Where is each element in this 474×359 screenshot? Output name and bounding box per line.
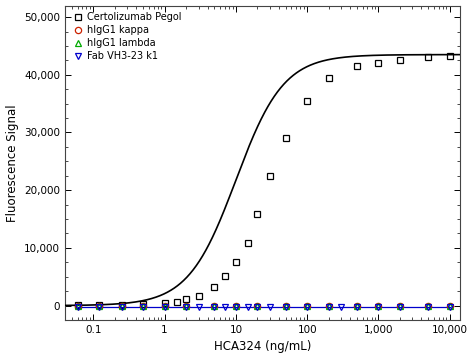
- hIgG1 kappa: [447, 304, 453, 308]
- hIgG1 lambda: [397, 304, 403, 308]
- hIgG1 lambda: [233, 304, 239, 308]
- Certolizumab Pegol: [375, 61, 381, 65]
- Fab VH3-23 k1: [425, 305, 431, 309]
- Certolizumab Pegol: [183, 297, 189, 302]
- Certolizumab Pegol: [283, 136, 289, 140]
- hIgG1 lambda: [162, 304, 167, 308]
- Fab VH3-23 k1: [246, 305, 251, 309]
- Fab VH3-23 k1: [119, 305, 125, 309]
- Y-axis label: Fluorescence Signal: Fluorescence Signal: [6, 104, 18, 222]
- hIgG1 kappa: [326, 304, 331, 308]
- Certolizumab Pegol: [354, 64, 360, 68]
- hIgG1 kappa: [96, 304, 102, 308]
- Fab VH3-23 k1: [267, 305, 273, 309]
- Line: hIgG1 kappa: hIgG1 kappa: [74, 303, 453, 309]
- hIgG1 lambda: [283, 304, 289, 308]
- Certolizumab Pegol: [119, 303, 125, 307]
- hIgG1 kappa: [119, 304, 125, 308]
- hIgG1 kappa: [283, 304, 289, 308]
- hIgG1 lambda: [96, 304, 102, 308]
- Certolizumab Pegol: [267, 174, 273, 178]
- Certolizumab Pegol: [255, 212, 260, 216]
- Fab VH3-23 k1: [338, 305, 344, 309]
- hIgG1 lambda: [255, 304, 260, 308]
- hIgG1 kappa: [304, 304, 310, 308]
- hIgG1 lambda: [354, 304, 360, 308]
- Fab VH3-23 k1: [196, 305, 201, 309]
- Legend: Certolizumab Pegol, hIgG1 kappa, hIgG1 lambda, Fab VH3-23 k1: Certolizumab Pegol, hIgG1 kappa, hIgG1 l…: [70, 10, 184, 63]
- Certolizumab Pegol: [140, 302, 146, 307]
- Fab VH3-23 k1: [397, 305, 403, 309]
- Line: Fab VH3-23 k1: Fab VH3-23 k1: [74, 304, 453, 311]
- hIgG1 lambda: [183, 304, 189, 308]
- Fab VH3-23 k1: [183, 305, 189, 309]
- Line: hIgG1 lambda: hIgG1 lambda: [74, 303, 453, 309]
- hIgG1 kappa: [75, 304, 81, 308]
- Certolizumab Pegol: [211, 285, 217, 289]
- Certolizumab Pegol: [233, 260, 239, 265]
- hIgG1 kappa: [162, 304, 167, 308]
- hIgG1 lambda: [326, 304, 331, 308]
- hIgG1 lambda: [140, 304, 146, 308]
- Fab VH3-23 k1: [211, 305, 217, 309]
- hIgG1 lambda: [75, 304, 81, 308]
- hIgG1 kappa: [233, 304, 239, 308]
- Certolizumab Pegol: [326, 75, 331, 80]
- Fab VH3-23 k1: [222, 305, 228, 309]
- Certolizumab Pegol: [96, 303, 102, 307]
- Fab VH3-23 k1: [304, 305, 310, 309]
- hIgG1 lambda: [304, 304, 310, 308]
- hIgG1 kappa: [211, 304, 217, 308]
- Certolizumab Pegol: [75, 303, 81, 307]
- Certolizumab Pegol: [174, 299, 180, 304]
- Certolizumab Pegol: [222, 274, 228, 278]
- Fab VH3-23 k1: [233, 305, 239, 309]
- Fab VH3-23 k1: [447, 305, 453, 309]
- Fab VH3-23 k1: [140, 305, 146, 309]
- hIgG1 kappa: [425, 304, 431, 308]
- Certolizumab Pegol: [425, 55, 431, 60]
- Certolizumab Pegol: [246, 241, 251, 246]
- hIgG1 lambda: [425, 304, 431, 308]
- hIgG1 lambda: [447, 304, 453, 308]
- Certolizumab Pegol: [304, 99, 310, 103]
- Fab VH3-23 k1: [283, 305, 289, 309]
- X-axis label: HCA324 (ng/mL): HCA324 (ng/mL): [214, 340, 311, 354]
- Fab VH3-23 k1: [162, 305, 167, 309]
- Certolizumab Pegol: [447, 53, 453, 58]
- hIgG1 kappa: [140, 304, 146, 308]
- hIgG1 kappa: [183, 304, 189, 308]
- Certolizumab Pegol: [162, 301, 167, 306]
- hIgG1 kappa: [397, 304, 403, 308]
- Certolizumab Pegol: [196, 294, 201, 298]
- hIgG1 kappa: [375, 304, 381, 308]
- Fab VH3-23 k1: [354, 305, 360, 309]
- Line: Certolizumab Pegol: Certolizumab Pegol: [74, 53, 453, 308]
- Fab VH3-23 k1: [75, 305, 81, 309]
- hIgG1 kappa: [354, 304, 360, 308]
- hIgG1 lambda: [211, 304, 217, 308]
- hIgG1 lambda: [375, 304, 381, 308]
- Certolizumab Pegol: [397, 58, 403, 62]
- Fab VH3-23 k1: [375, 305, 381, 309]
- Fab VH3-23 k1: [255, 305, 260, 309]
- hIgG1 lambda: [119, 304, 125, 308]
- hIgG1 kappa: [255, 304, 260, 308]
- Fab VH3-23 k1: [96, 305, 102, 309]
- Fab VH3-23 k1: [326, 305, 331, 309]
